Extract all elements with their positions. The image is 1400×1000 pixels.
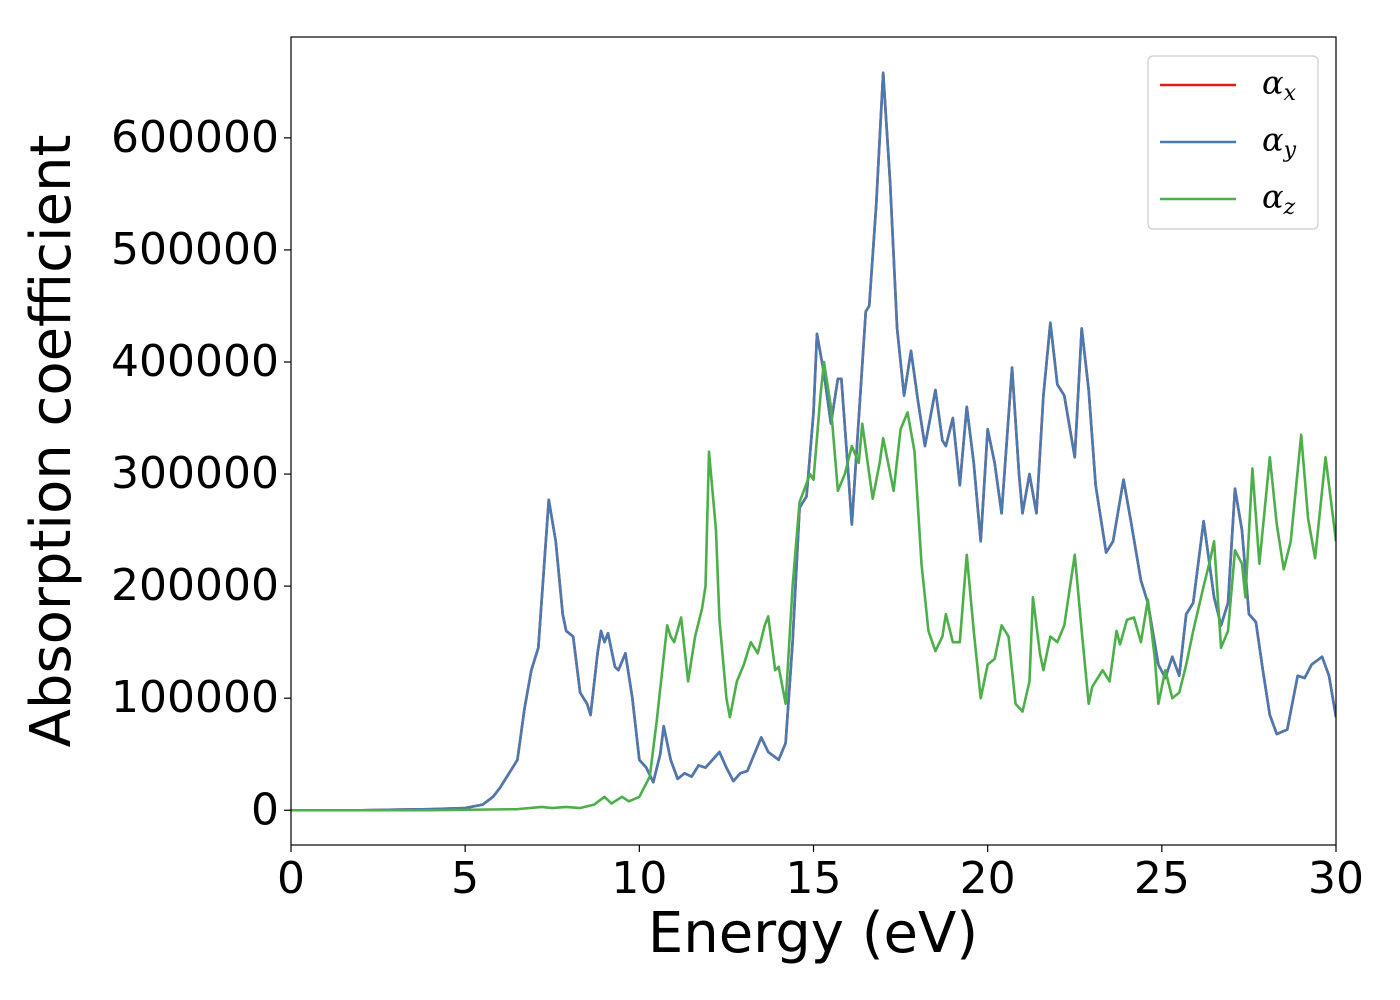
data-line: [291, 71, 1336, 812]
x-tick-label: 30: [1308, 853, 1364, 904]
x-tick-label: 0: [277, 853, 305, 904]
x-axis-label: Energy (eV): [648, 901, 978, 966]
y-tick-label: 500000: [111, 224, 279, 275]
y-tick-label: 400000: [111, 336, 279, 387]
y-tick-label: 300000: [111, 448, 279, 499]
x-tick-label: 15: [786, 853, 842, 904]
x-tick-label: 10: [611, 853, 667, 904]
plot-lines: [291, 71, 1336, 812]
x-tick-label: 5: [451, 853, 479, 904]
x-tick-label: 20: [960, 853, 1016, 904]
y-tick-label: 200000: [111, 560, 279, 611]
y-tick-label: 100000: [111, 672, 279, 723]
y-tick-label: 600000: [111, 112, 279, 163]
y-tick-label: 0: [251, 784, 279, 835]
x-tick-label: 25: [1134, 853, 1190, 904]
legend-label: αz: [1262, 178, 1296, 221]
y-axis-label: Absorption coefficient: [19, 135, 84, 748]
data-line: [291, 360, 1336, 812]
